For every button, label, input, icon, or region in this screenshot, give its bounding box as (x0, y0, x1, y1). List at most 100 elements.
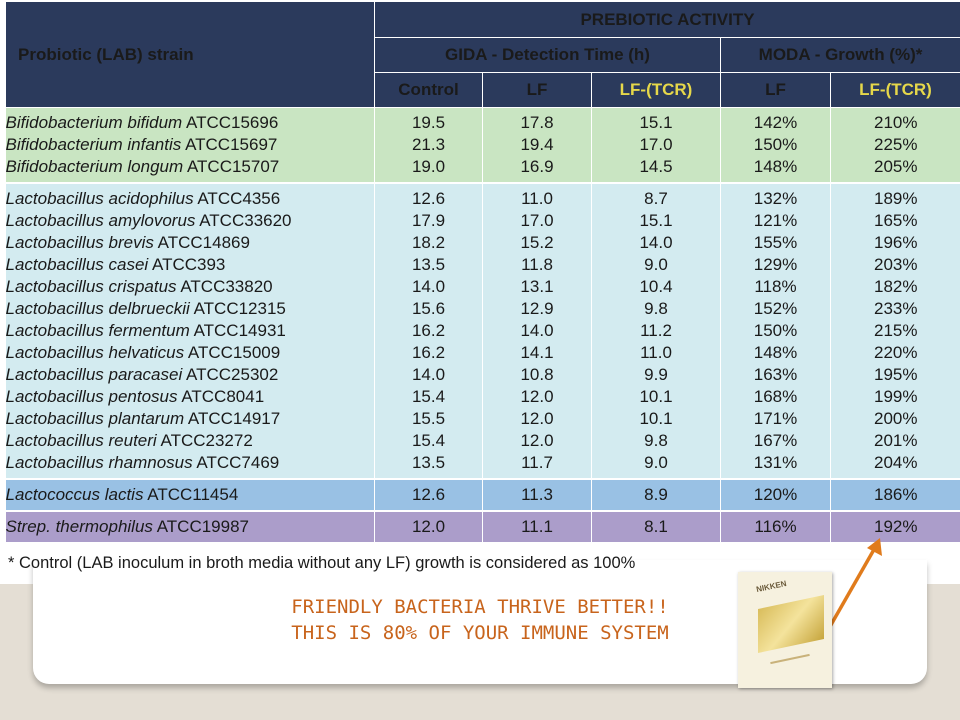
table-row: Bifidobacterium infantis ATCC15697 21.3 19… (5, 134, 960, 156)
value-cell: 17.9 (374, 210, 483, 232)
species-name: Lactococcus lactis (5, 485, 144, 504)
value-cell: 21.3 (374, 134, 483, 156)
species-name: Lactobacillus fermentum (5, 321, 190, 340)
strain-code: ATCC33820 (180, 277, 273, 296)
species-name: Lactobacillus rhamnosus (5, 453, 193, 472)
value-cell: 152% (720, 298, 831, 320)
value-cell: 10.4 (591, 276, 721, 298)
prebiotic-activity-table: Probiotic (LAB) strain PREBIOTIC ACTIVIT… (5, 1, 960, 542)
value-cell: 15.4 (374, 386, 483, 408)
value-cell: 150% (720, 320, 831, 342)
gida-header: GIDA - Detection Time (h) (374, 37, 721, 73)
tagline: FRIENDLY BACTERIA THRIVE BETTER!! THIS I… (200, 594, 760, 646)
strain-name: Bifidobacterium longum ATCC15707 (5, 156, 375, 183)
value-cell: 14.0 (374, 276, 483, 298)
value-cell: 12.9 (482, 298, 592, 320)
value-cell: 10.8 (482, 364, 592, 386)
value-cell: 129% (720, 254, 831, 276)
table-row: Lactobacillus fermentum ATCC14931 16.2 14.… (5, 320, 960, 342)
arrow-icon (826, 538, 882, 631)
value-cell: 9.0 (591, 254, 721, 276)
value-cell: 189% (829, 182, 960, 210)
table-row: Lactobacillus pentosus ATCC8041 15.4 12.0 1… (5, 386, 960, 408)
species-name: Lactobacillus amylovorus (5, 211, 196, 230)
table-body: Bifidobacterium bifidum ATCC15696 19.5 17.… (5, 107, 960, 542)
value-cell: 19.4 (482, 134, 592, 156)
value-cell: 9.9 (591, 364, 721, 386)
strain-name: Lactococcus lactis ATCC11454 (5, 478, 375, 511)
strain-name: Lactobacillus helvaticus ATCC15009 (5, 342, 375, 364)
table-row: Strep. thermophilus ATCC19987 12.0 11.1 8.1… (5, 510, 960, 542)
value-cell: 19.5 (374, 107, 483, 134)
strain-code: ATCC23272 (160, 431, 253, 450)
table-row: Lactobacillus acidophilus ATCC4356 12.6 11… (5, 182, 960, 210)
footnote: * Control (LAB inoculum in broth media w… (8, 554, 636, 572)
value-cell: 14.0 (482, 320, 592, 342)
value-cell: 15.6 (374, 298, 483, 320)
strain-name: Lactobacillus plantarum ATCC14917 (5, 408, 375, 430)
strain-code: ATCC14869 (157, 233, 250, 252)
species-name: Strep. thermophilus (5, 517, 153, 536)
value-cell: 12.0 (482, 430, 592, 452)
value-cell: 11.2 (591, 320, 721, 342)
value-cell: 16.2 (374, 320, 483, 342)
strain-code: ATCC393 (152, 255, 226, 274)
strain-name: Lactobacillus rhamnosus ATCC7469 (5, 452, 375, 479)
species-name: Lactobacillus brevis (5, 233, 154, 252)
value-cell: 195% (829, 364, 960, 386)
value-cell: 10.1 (591, 408, 721, 430)
strain-name: Strep. thermophilus ATCC19987 (5, 510, 375, 542)
table-row: Lactobacillus casei ATCC393 13.5 11.8 9.0 12… (5, 254, 960, 276)
value-cell: 165% (829, 210, 960, 232)
value-cell: 17.8 (482, 107, 592, 134)
value-cell: 220% (829, 342, 960, 364)
species-name: Lactobacillus helvaticus (5, 343, 185, 362)
strain-name: Lactobacillus reuteri ATCC23272 (5, 430, 375, 452)
value-cell: 12.6 (374, 182, 483, 210)
strain-code: ATCC14917 (187, 409, 281, 428)
strain-code: ATCC12315 (193, 299, 286, 318)
value-cell: 9.0 (591, 452, 721, 479)
table-row: Lactobacillus delbrueckii ATCC12315 15.6 1… (5, 298, 960, 320)
value-cell: 11.7 (482, 452, 592, 479)
species-name: Lactobacillus acidophilus (5, 189, 194, 208)
value-cell: 8.9 (591, 478, 721, 511)
strain-name: Lactobacillus delbrueckii ATCC12315 (5, 298, 375, 320)
value-cell: 14.1 (482, 342, 592, 364)
strain-name: Lactobacillus casei ATCC393 (5, 254, 375, 276)
table-row: Lactobacillus paracasei ATCC25302 14.0 10.… (5, 364, 960, 386)
strain-name: Bifidobacterium bifidum ATCC15696 (5, 107, 375, 134)
value-cell: 155% (720, 232, 831, 254)
strain-name: Lactobacillus brevis ATCC14869 (5, 232, 375, 254)
value-cell: 11.8 (482, 254, 592, 276)
value-cell: 13.1 (482, 276, 592, 298)
value-cell: 14.0 (591, 232, 721, 254)
value-cell: 163% (720, 364, 831, 386)
value-cell: 12.0 (482, 408, 592, 430)
species-name: Bifidobacterium bifidum (5, 113, 183, 132)
table-row: Lactobacillus reuteri ATCC23272 15.4 12.0 9… (5, 430, 960, 452)
value-cell: 204% (829, 452, 960, 479)
value-cell: 11.1 (482, 510, 592, 542)
value-cell: 150% (720, 134, 831, 156)
table-row: Lactobacillus brevis ATCC14869 18.2 15.2 14… (5, 232, 960, 254)
value-cell: 11.0 (591, 342, 721, 364)
value-cell: 11.0 (482, 182, 592, 210)
value-cell: 118% (720, 276, 831, 298)
value-cell: 17.0 (482, 210, 592, 232)
tagline-line-2: THIS IS 80% OF YOUR IMMUNE SYSTEM (291, 622, 669, 644)
table-row: Lactobacillus crispatus ATCC33820 14.0 13.… (5, 276, 960, 298)
strain-code: ATCC25302 (186, 365, 279, 384)
species-name: Lactobacillus plantarum (5, 409, 185, 428)
value-cell: 205% (829, 156, 960, 183)
gida-lf-header: LF (482, 72, 592, 108)
strain-code: ATCC11454 (147, 485, 239, 504)
table-row: Lactobacillus plantarum ATCC14917 15.5 12.… (5, 408, 960, 430)
product-line (770, 653, 810, 665)
value-cell: 121% (720, 210, 831, 232)
value-cell: 8.7 (591, 182, 721, 210)
value-cell: 15.4 (374, 430, 483, 452)
value-cell: 13.5 (374, 254, 483, 276)
strain-code: ATCC15697 (185, 135, 278, 154)
strain-name: Lactobacillus amylovorus ATCC33620 (5, 210, 375, 232)
